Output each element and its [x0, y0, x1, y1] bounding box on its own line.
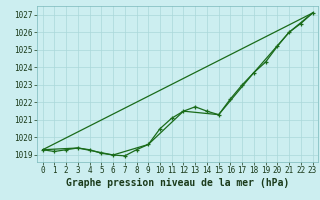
X-axis label: Graphe pression niveau de la mer (hPa): Graphe pression niveau de la mer (hPa) — [66, 178, 289, 188]
